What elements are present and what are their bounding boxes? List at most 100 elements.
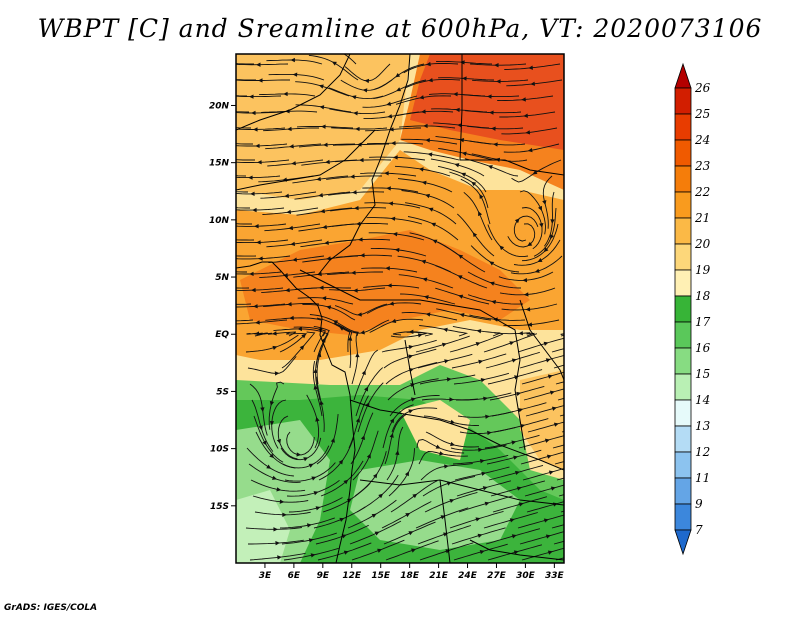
streamline-arrow (548, 470, 554, 475)
streamline-arrow (258, 425, 263, 431)
streamline-arrow (408, 354, 414, 359)
streamline-arrow (389, 127, 394, 132)
streamline-arrow (585, 487, 590, 491)
streamline-arrow (255, 320, 260, 325)
streamline (236, 191, 248, 193)
longitude-tick-label: 24E (458, 571, 478, 581)
streamline-arrow (446, 377, 452, 382)
streamline-arrow (254, 331, 260, 336)
colorbar-label: 15 (695, 367, 710, 381)
streamline-arrow (389, 433, 394, 438)
streamline (236, 95, 248, 97)
streamline-arrow (578, 343, 583, 347)
streamline (552, 444, 564, 449)
streamline-arrow (423, 295, 429, 300)
streamline (236, 271, 247, 273)
streamline-arrow (404, 471, 410, 477)
streamline-arrow (538, 205, 542, 211)
streamline (551, 348, 564, 353)
streamline-arrow (450, 441, 456, 447)
streamline-arrow (355, 417, 360, 423)
streamline-arrow (394, 247, 400, 253)
colorbar-swatch (674, 425, 692, 453)
colorbar-label: 23 (694, 159, 711, 173)
streamline-arrow (425, 138, 430, 143)
longitude-tick-label: 9E (317, 571, 330, 581)
longitude-tick-label: 27E (487, 571, 507, 581)
streamline-arrow (493, 317, 498, 322)
streamline-arrow (286, 209, 292, 215)
streamline-arrow (319, 105, 325, 110)
streamline-arrow (331, 61, 337, 66)
colorbar-swatch (674, 191, 692, 219)
streamline (557, 397, 564, 401)
streamline-arrow (390, 216, 396, 221)
streamline-arrow (279, 499, 285, 504)
streamline-arrow (453, 92, 458, 97)
longitude-tick-label: 15E (371, 571, 391, 581)
streamline-arrow (329, 47, 334, 51)
streamline (236, 319, 254, 322)
streamline-arrow (477, 533, 483, 538)
streamline-arrow (457, 275, 463, 280)
streamline-arrow (543, 247, 549, 253)
streamline-arrow (499, 245, 505, 251)
streamline-arrow (580, 535, 585, 539)
streamline-arrow (277, 555, 282, 560)
streamline-arrow (214, 172, 219, 176)
streamline-arrow (319, 285, 324, 290)
streamline-arrow (462, 76, 467, 81)
longitude-axis: 3E 6E 9E 12E 15E 18E 21E 24E 27E 30E 33E (259, 563, 565, 581)
streamline-arrow (218, 205, 223, 209)
streamline-arrow (516, 391, 522, 397)
streamline-arrow (391, 318, 397, 323)
colorbar-label: 9 (695, 497, 703, 511)
streamline-arrow (287, 126, 292, 132)
streamline-arrow (408, 329, 414, 335)
streamline-arrow (481, 471, 487, 476)
streamline-arrow (360, 330, 365, 335)
streamline-arrow (523, 113, 528, 118)
longitude-tick-label: 3E (259, 571, 272, 581)
colorbar-swatch (674, 243, 692, 271)
colorbar-label: 7 (695, 523, 703, 537)
streamline-arrow (313, 384, 318, 390)
streamline-arrow (410, 397, 416, 402)
streamline-arrow (425, 312, 431, 317)
streamline-arrow (516, 486, 522, 491)
streamline-arrow (222, 61, 227, 65)
colorbar-label: 21 (694, 211, 710, 225)
streamline-arrow (579, 439, 584, 443)
streamline-arrow (385, 266, 390, 271)
colorbar-swatch (674, 477, 692, 505)
streamline-arrow (509, 518, 515, 523)
streamline-arrow (216, 188, 221, 192)
streamline-arrow (316, 176, 321, 182)
streamline-arrow (358, 237, 363, 242)
streamline-arrow (388, 201, 394, 206)
streamline (560, 333, 564, 337)
streamline-arrow (284, 193, 290, 198)
streamline-arrow (483, 396, 488, 401)
colorbar-swatch (674, 269, 692, 297)
streamline-arrow (391, 140, 396, 146)
streamline (559, 414, 564, 417)
streamline-arrow (290, 57, 295, 63)
latitude-tick-label: 20N (209, 101, 230, 111)
colorbar-label: 13 (695, 419, 711, 433)
streamline-arrow (338, 459, 344, 465)
border-meridian-line (439, 479, 451, 563)
streamline-arrow (352, 190, 357, 195)
streamline-arrow (269, 400, 275, 406)
coastline-west (236, 261, 356, 563)
streamline-arrow (395, 72, 401, 78)
streamline-arrow (258, 256, 263, 261)
streamlines (214, 47, 593, 561)
streamline-arrow (444, 464, 449, 469)
streamline-arrow (513, 455, 519, 460)
streamline-arrow (301, 333, 307, 339)
streamline-arrow (588, 423, 593, 427)
streamline-arrow (343, 479, 349, 485)
colorbar-label: 22 (694, 185, 710, 199)
colorbar-swatch (674, 321, 692, 349)
